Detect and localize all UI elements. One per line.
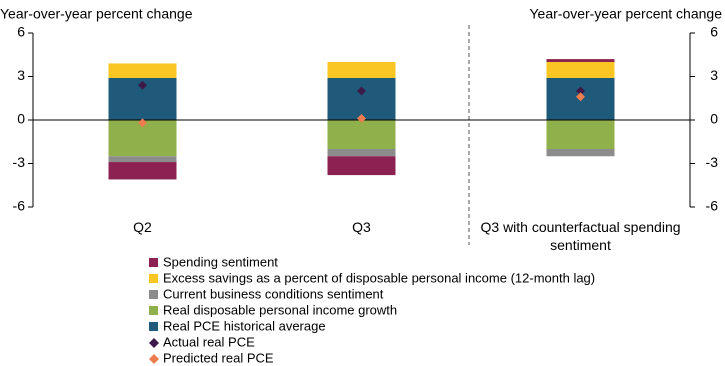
bar-segment	[546, 149, 615, 157]
marker	[357, 86, 366, 96]
marker	[576, 92, 585, 102]
bar-segment	[546, 62, 615, 78]
legend-label: Actual real PCE	[163, 334, 255, 349]
legend-swatch	[149, 274, 158, 283]
bar-segment	[108, 156, 177, 163]
legend-swatch	[149, 354, 159, 364]
marker	[576, 86, 585, 96]
legend-label: Excess savings as a percent of disposabl…	[163, 270, 595, 285]
bar-segment	[327, 120, 396, 149]
y-tick-label: -6	[13, 198, 26, 214]
marker	[138, 80, 147, 90]
y2-tick-label: -3	[706, 154, 719, 170]
y2-tick-label: -6	[706, 198, 719, 214]
y2-tick-label: 6	[710, 24, 718, 40]
y-tick-label: -3	[13, 154, 26, 170]
y-tick-label: 3	[17, 67, 25, 83]
y2-axis-label: Year-over-year percent change	[530, 6, 723, 22]
legend-swatch	[149, 258, 158, 267]
legend-label: Real PCE historical average	[163, 318, 326, 333]
bar-segment	[327, 77, 396, 120]
bar-segment	[327, 149, 396, 157]
bar-segment	[327, 156, 396, 176]
legend-label: Real disposable personal income growth	[163, 302, 397, 317]
y2-tick-label: 0	[710, 111, 718, 127]
legend-label: Spending sentiment	[163, 254, 278, 269]
bar-segment	[546, 120, 615, 149]
marker	[357, 114, 366, 124]
legend-label: Predicted real PCE	[163, 350, 274, 365]
bar-segment	[327, 62, 396, 78]
y-tick-label: 0	[17, 111, 25, 127]
y-axis-label: Year-over-year percent change	[0, 6, 193, 22]
legend-swatch	[149, 290, 158, 299]
legend-swatch	[149, 322, 158, 331]
y2-tick-label: 3	[710, 67, 718, 83]
marker	[138, 118, 147, 128]
legend-swatch	[149, 338, 159, 348]
x-tick-label: Q2	[133, 219, 152, 235]
y-tick-label: 6	[17, 24, 25, 40]
legend-label: Current business conditions sentiment	[163, 286, 384, 301]
bar-segment	[108, 162, 177, 180]
x-tick-label: Q3	[352, 219, 371, 235]
x-tick-label: Q3 with counterfactual spending sentimen…	[480, 219, 681, 253]
bar-segment	[546, 59, 615, 62]
bar-segment	[108, 63, 177, 78]
legend-swatch	[149, 306, 158, 315]
